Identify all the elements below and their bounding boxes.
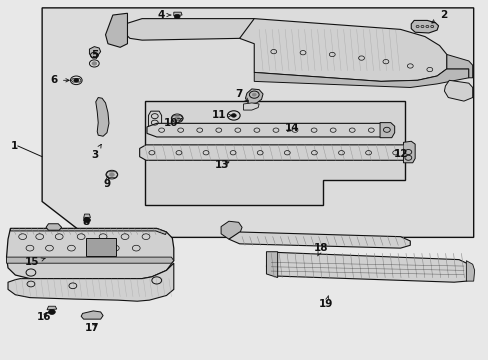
Polygon shape	[71, 78, 81, 82]
Polygon shape	[221, 221, 242, 239]
Polygon shape	[245, 89, 263, 104]
Polygon shape	[171, 116, 183, 121]
Polygon shape	[403, 141, 414, 163]
Text: 15: 15	[25, 257, 45, 267]
Polygon shape	[6, 228, 173, 279]
Circle shape	[252, 93, 256, 96]
Polygon shape	[254, 69, 468, 87]
Text: 13: 13	[215, 160, 229, 170]
Circle shape	[174, 14, 180, 19]
Polygon shape	[6, 257, 173, 263]
Text: 9: 9	[103, 176, 110, 189]
Circle shape	[92, 62, 97, 65]
Text: 7: 7	[234, 89, 248, 101]
Text: 3: 3	[91, 144, 101, 160]
Text: 6: 6	[51, 75, 69, 85]
Text: 8: 8	[82, 217, 89, 227]
Circle shape	[83, 218, 90, 223]
Text: 12: 12	[393, 149, 408, 159]
Text: 4: 4	[158, 10, 170, 20]
Polygon shape	[105, 13, 127, 47]
Text: 16: 16	[36, 312, 51, 322]
Polygon shape	[10, 228, 166, 234]
Text: 2: 2	[431, 10, 446, 23]
Polygon shape	[42, 8, 473, 237]
Polygon shape	[243, 103, 259, 110]
Text: 11: 11	[211, 111, 231, 121]
Polygon shape	[123, 19, 254, 40]
Circle shape	[174, 117, 179, 120]
Polygon shape	[410, 21, 438, 33]
Polygon shape	[444, 80, 472, 101]
Polygon shape	[140, 145, 409, 160]
Text: 17: 17	[85, 323, 100, 333]
Polygon shape	[46, 224, 61, 230]
Polygon shape	[466, 261, 474, 281]
Polygon shape	[8, 263, 173, 301]
Polygon shape	[446, 54, 472, 78]
Polygon shape	[106, 172, 118, 177]
Circle shape	[231, 114, 236, 117]
Polygon shape	[96, 98, 109, 136]
Polygon shape	[81, 311, 103, 319]
Text: 10: 10	[164, 118, 181, 128]
Polygon shape	[47, 306, 57, 310]
Polygon shape	[173, 12, 182, 16]
Polygon shape	[144, 101, 405, 205]
Circle shape	[48, 310, 55, 315]
Text: 5: 5	[91, 50, 98, 60]
Polygon shape	[89, 46, 101, 58]
Text: 14: 14	[285, 123, 299, 133]
Text: 18: 18	[314, 243, 328, 256]
Polygon shape	[379, 123, 394, 138]
Circle shape	[109, 173, 114, 176]
Polygon shape	[266, 252, 472, 282]
Text: 1: 1	[11, 141, 18, 151]
Bar	[86, 238, 116, 256]
Polygon shape	[148, 111, 161, 130]
Polygon shape	[83, 214, 90, 219]
Circle shape	[74, 78, 79, 82]
Polygon shape	[239, 19, 446, 81]
Polygon shape	[228, 232, 409, 248]
Polygon shape	[147, 123, 390, 137]
Polygon shape	[266, 252, 277, 278]
Text: 19: 19	[319, 296, 333, 309]
